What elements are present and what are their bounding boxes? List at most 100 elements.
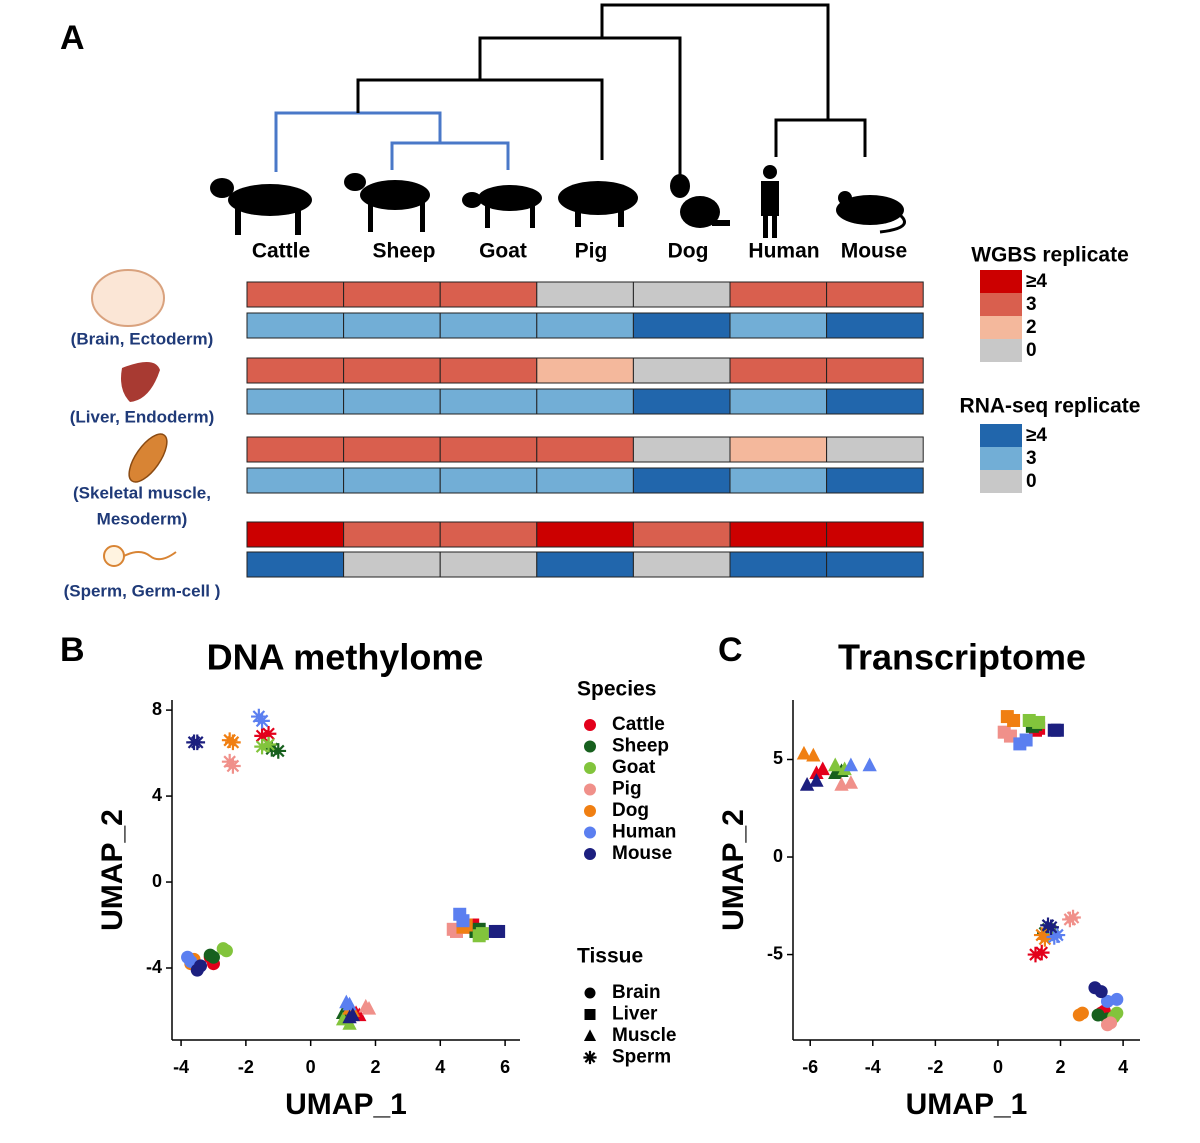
legend-label: ≥4 (1026, 425, 1047, 446)
legend-label: Dog (612, 800, 649, 821)
heatmap-cell (343, 436, 441, 463)
point (1032, 715, 1046, 729)
legend-label: Mouse (612, 843, 672, 864)
tissue-label: (Brain, Ectoderm) (71, 329, 214, 348)
x-tick-label: 4 (435, 1057, 445, 1077)
point (1062, 911, 1078, 928)
heatmap-cell (729, 388, 828, 415)
y-axis-title: UMAP_2 (717, 809, 750, 931)
point (809, 765, 824, 779)
legend-marker (583, 1050, 597, 1065)
legend-label: Liver (612, 1004, 658, 1025)
legend-swatch (980, 470, 1022, 493)
legend-marker (583, 1029, 597, 1041)
tissue-label: (Sperm, Germ-cell ) (64, 581, 221, 600)
heatmap-cell (826, 551, 924, 578)
legend-swatch (980, 316, 1022, 339)
legend-marker (584, 848, 596, 860)
point (225, 758, 241, 774)
y-tick-label: 8 (152, 699, 162, 719)
x-tick-label: 4 (1118, 1057, 1128, 1077)
legend-label: Pig (612, 779, 642, 800)
point (270, 743, 287, 759)
heatmap-cell (729, 281, 828, 308)
legend-marker (584, 740, 596, 753)
heatmap-cell (343, 521, 441, 548)
y-tick-label: 0 (773, 846, 783, 866)
point (472, 929, 486, 943)
species-label: Dog (668, 240, 709, 263)
heatmap-cell (826, 521, 924, 548)
point (1110, 992, 1124, 1006)
point (1075, 1006, 1089, 1020)
point (254, 728, 270, 744)
species-label: Human (748, 240, 819, 263)
point (194, 959, 208, 973)
heatmap-cell (439, 436, 538, 463)
point (254, 713, 270, 729)
legend-label: Sheep (612, 736, 669, 757)
y-axis-title: UMAP_2 (96, 809, 129, 931)
heatmap-cell (439, 521, 538, 548)
point (1040, 917, 1056, 934)
point (806, 747, 821, 762)
point (1094, 985, 1108, 999)
heatmap-cell (246, 551, 345, 578)
species-label: Cattle (252, 240, 310, 263)
point (862, 757, 877, 772)
legend-title: Tissue (577, 945, 643, 968)
y-tick-label: 5 (773, 748, 783, 768)
point (189, 734, 206, 751)
point (342, 996, 357, 1011)
legend-label: 0 (1026, 471, 1037, 492)
heatmap-cell (439, 281, 538, 308)
point (828, 757, 843, 772)
legend-label: Muscle (612, 1025, 676, 1046)
species-label: Goat (479, 240, 527, 263)
x-axis-title: UMAP_1 (285, 1088, 407, 1121)
legend-label: Human (612, 822, 676, 843)
legend-marker (584, 783, 596, 796)
heatmap-cell (343, 281, 441, 308)
legend-label: 2 (1026, 317, 1037, 338)
x-tick-label: -2 (238, 1057, 254, 1077)
x-tick-label: -4 (173, 1057, 189, 1077)
x-tick-label: 0 (306, 1057, 316, 1077)
y-tick-label: -4 (146, 957, 162, 977)
point (206, 950, 220, 964)
x-tick-label: 6 (500, 1057, 510, 1077)
heatmap-cell (246, 436, 345, 463)
legend-marker (584, 826, 596, 839)
heatmap-cell (632, 521, 731, 548)
point (1049, 927, 1066, 943)
species-label: Mouse (841, 240, 908, 263)
legend-marker (584, 762, 596, 774)
panel-label: A (60, 19, 85, 57)
point (796, 745, 812, 760)
heatmap-cell (536, 388, 634, 415)
heatmap-cell (729, 357, 828, 384)
point (843, 757, 859, 772)
point (799, 777, 815, 791)
legend-marker (584, 987, 596, 999)
chart-title: DNA methylome (207, 637, 484, 678)
legend-label: 0 (1026, 340, 1037, 361)
point (1027, 946, 1044, 963)
heatmap-cell (439, 551, 538, 578)
legend-title: WGBS replicate (971, 244, 1129, 267)
legend-swatch (980, 339, 1022, 362)
x-tick-label: -2 (927, 1057, 943, 1077)
heatmap-cell (729, 436, 828, 463)
heatmap-cell (439, 312, 538, 339)
panel-label: C (718, 631, 743, 669)
x-tick-label: 2 (1056, 1057, 1066, 1077)
legend-label: Sperm (612, 1047, 671, 1068)
heatmap-cell (729, 521, 828, 548)
heatmap-cell (632, 388, 731, 415)
y-tick-label: 4 (152, 785, 162, 805)
heatmap-cell (536, 551, 634, 578)
legend-marker (584, 719, 596, 731)
legend-label: 3 (1026, 448, 1037, 469)
